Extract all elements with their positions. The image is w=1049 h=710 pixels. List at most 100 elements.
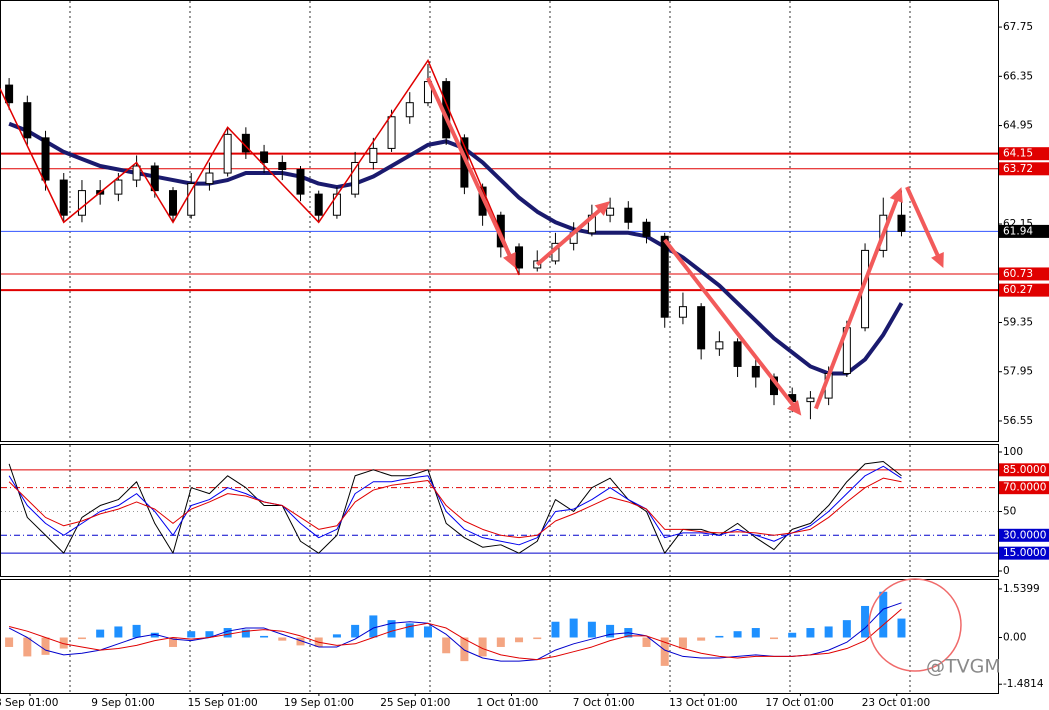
histogram-bar: [806, 628, 815, 638]
histogram-bar: [897, 618, 906, 638]
histogram-bar: [41, 637, 50, 655]
trend-arrow-head: [786, 400, 802, 416]
histogram-bar: [533, 637, 542, 640]
y-tick-label: 50: [1003, 505, 1016, 517]
y-tick-label: 56.55: [1003, 415, 1033, 427]
trend-arrow: [905, 186, 940, 258]
histogram-bar: [205, 631, 214, 638]
candle-body: [624, 207, 633, 223]
indicator-line: [8, 465, 902, 546]
histogram-bar: [150, 632, 159, 638]
y-tick-label: 100: [1003, 446, 1023, 458]
candle-body: [260, 151, 269, 163]
y-tick-label: 66.35: [1003, 70, 1033, 82]
x-tick-label: 7 Oct 01:00: [573, 697, 635, 709]
y-tick-label: 0.00: [1003, 631, 1026, 643]
histogram-bar: [387, 620, 396, 638]
trend-arrow-head: [889, 187, 903, 204]
candle-body: [351, 161, 360, 195]
indicator-line: [8, 460, 902, 554]
candle-body: [387, 116, 396, 149]
candle-body: [751, 365, 760, 378]
histogram-bar: [606, 624, 615, 638]
histogram-bar: [96, 629, 105, 638]
histogram-bar: [660, 637, 669, 666]
x-tick-label: 17 Oct 01:00: [765, 697, 833, 709]
histogram-bar: [733, 631, 742, 638]
candle-body: [897, 214, 906, 232]
histogram-bar: [442, 637, 451, 654]
candle-body: [41, 137, 50, 181]
histogram-bar: [405, 623, 414, 638]
level-tag-label: 63.72: [1003, 163, 1033, 175]
candle-body: [223, 133, 232, 174]
histogram-bar: [351, 624, 360, 638]
y-tick-label: 15.0000: [1003, 547, 1046, 559]
x-tick-label: 9 Sep 01:00: [91, 697, 154, 709]
level-tag-label: 60.73: [1003, 268, 1033, 280]
trend-arrow: [814, 198, 899, 410]
level-tag: [999, 162, 1049, 176]
histogram-bar: [169, 637, 178, 647]
histogram-bar: [478, 637, 487, 657]
histogram-bar: [369, 615, 378, 638]
y-tick-box: [999, 546, 1049, 560]
histogram-bar: [569, 618, 578, 638]
panel: 67.7566.3564.9562.1559.3557.9556.5564.15…: [0, 0, 1049, 442]
candle-body: [697, 306, 706, 350]
y-tick-label: 57.95: [1003, 366, 1033, 378]
x-tick-label: 23 Oct 01:00: [862, 697, 930, 709]
candle-body: [296, 169, 305, 195]
candle-body: [314, 193, 323, 216]
candle-body: [533, 260, 542, 269]
histogram-bar: [423, 626, 432, 638]
level-tag: [999, 283, 1049, 297]
candle-body: [5, 84, 14, 104]
histogram-bar: [260, 635, 269, 638]
candle-body: [515, 246, 524, 269]
watermark: @TVGM: [926, 656, 1001, 678]
indicator-line: [8, 608, 902, 661]
histogram-bar: [77, 637, 86, 640]
histogram-bar: [642, 637, 651, 647]
candle-body: [733, 341, 742, 367]
trend-arrow: [535, 208, 602, 266]
histogram-bar: [332, 634, 341, 638]
candle-body: [715, 341, 724, 350]
candle-body: [806, 397, 815, 403]
x-tick-label: 15 Sep 01:00: [188, 697, 258, 709]
candle-body: [606, 207, 615, 216]
x-tick-label: 1 Oct 01:00: [477, 697, 539, 709]
trend-arrow-head: [503, 251, 516, 268]
histogram-bar: [496, 637, 505, 647]
histogram-bar: [132, 624, 141, 638]
level-tag-label: 64.15: [1003, 148, 1033, 160]
histogram-bar: [842, 620, 851, 638]
y-tick-label: 0: [1003, 565, 1010, 577]
indicator-line: [8, 602, 902, 662]
candle-body: [678, 306, 687, 318]
y-tick-label: 64.95: [1003, 120, 1033, 132]
candle-body: [187, 183, 196, 216]
y-tick-label: 85.0000: [1003, 464, 1046, 476]
panel-frame: [0, 444, 999, 577]
level-tag-label: 60.27: [1003, 284, 1033, 296]
histogram-bar: [551, 621, 560, 638]
highlight-circle: [868, 578, 962, 672]
trend-arrow: [426, 77, 512, 258]
histogram-bar: [187, 631, 196, 638]
trend-arrow: [663, 238, 796, 407]
histogram-bar: [751, 628, 760, 638]
histogram-bar: [697, 637, 706, 641]
histogram-bar: [59, 637, 68, 649]
candle-body: [332, 193, 341, 216]
candle-body: [23, 102, 32, 139]
candle-body: [660, 235, 669, 318]
panel: 100 85.0000 70.0000 50 30.0000 15.0000 0: [0, 444, 1049, 577]
panel: 1.5399 0.00 -1.4814 8 Sep 01:00 9 Sep 01:00 1…: [0, 579, 1044, 709]
candle-body: [114, 179, 123, 195]
histogram-bar: [861, 605, 870, 638]
y-tick-label: -1.4814: [1003, 678, 1044, 690]
histogram-bar: [515, 637, 524, 643]
histogram-bar: [879, 591, 888, 638]
